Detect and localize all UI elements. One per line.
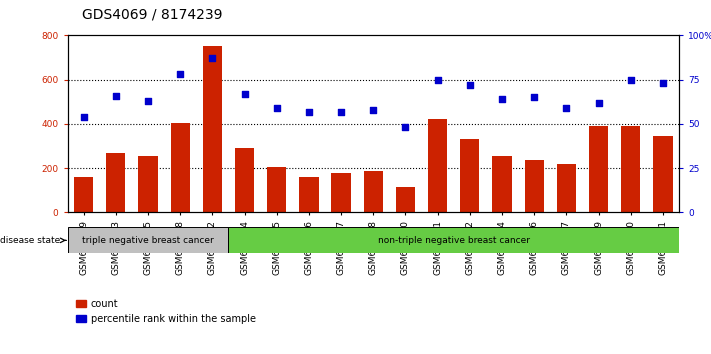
Bar: [460, 139, 479, 212]
Text: triple negative breast cancer: triple negative breast cancer: [82, 236, 214, 245]
Bar: [428, 120, 447, 212]
Text: GDS4069 / 8174239: GDS4069 / 8174239: [82, 7, 223, 21]
Point: [142, 98, 154, 104]
Bar: [525, 160, 544, 212]
Point: [336, 109, 347, 114]
Bar: [331, 172, 351, 212]
Point: [207, 56, 218, 61]
Point: [464, 82, 476, 88]
Bar: [235, 148, 255, 212]
Bar: [267, 167, 287, 212]
Bar: [171, 123, 190, 212]
Bar: [203, 46, 222, 212]
Point: [528, 95, 540, 100]
Point: [432, 77, 444, 82]
Point: [303, 109, 314, 114]
Point: [400, 125, 411, 130]
Bar: [299, 177, 319, 212]
Point: [368, 107, 379, 113]
Point: [239, 91, 250, 97]
Bar: [589, 126, 608, 212]
Point: [496, 96, 508, 102]
Bar: [396, 187, 415, 212]
FancyBboxPatch shape: [228, 227, 679, 253]
Bar: [106, 153, 125, 212]
Bar: [557, 164, 576, 212]
Bar: [363, 171, 383, 212]
Bar: [139, 156, 158, 212]
Point: [561, 105, 572, 111]
Point: [78, 114, 90, 120]
Bar: [492, 156, 512, 212]
Point: [625, 77, 636, 82]
Point: [110, 93, 122, 98]
Point: [174, 72, 186, 77]
Point: [657, 80, 668, 86]
Bar: [74, 177, 93, 212]
Bar: [653, 136, 673, 212]
Text: non-triple negative breast cancer: non-triple negative breast cancer: [378, 236, 530, 245]
FancyBboxPatch shape: [68, 227, 228, 253]
Point: [271, 105, 282, 111]
Text: disease state: disease state: [0, 236, 66, 245]
Legend: count, percentile rank within the sample: count, percentile rank within the sample: [73, 295, 260, 328]
Bar: [621, 126, 641, 212]
Point: [593, 100, 604, 105]
